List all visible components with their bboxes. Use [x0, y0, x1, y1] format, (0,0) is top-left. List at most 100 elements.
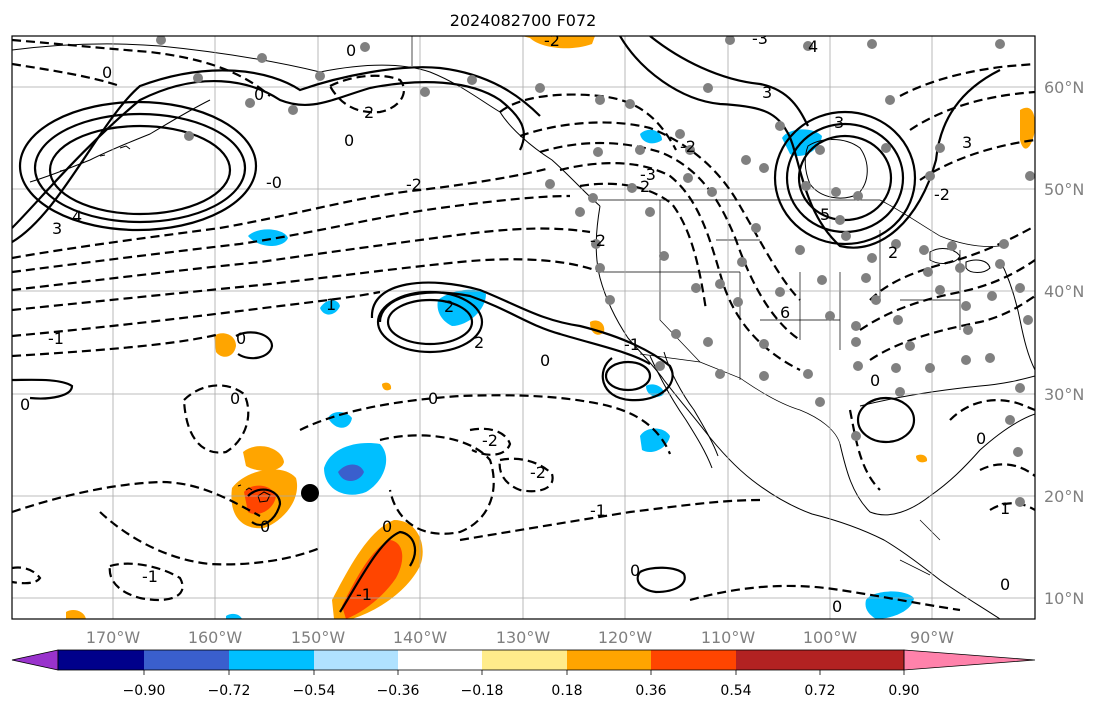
- contour-hawaii: [247, 488, 282, 526]
- contour-label: 3: [762, 83, 772, 102]
- colorbar-tick-label: 0.18: [551, 683, 582, 699]
- contour-north-pacific-2: [33, 112, 247, 224]
- colorbar-segment: [567, 650, 651, 670]
- contour-label: 0: [344, 131, 354, 150]
- contour-label: 0: [254, 85, 264, 104]
- contour-label: 0: [382, 517, 392, 536]
- shade-blue-6: [640, 428, 670, 453]
- contour-label: 0: [236, 329, 246, 348]
- dash-17: [919, 138, 1035, 181]
- dash-1: [12, 166, 551, 260]
- contour-label: 3: [52, 219, 62, 238]
- contour-label: 1: [1000, 499, 1010, 518]
- x-tick-label: 140°W: [393, 628, 448, 647]
- dash-34: [979, 463, 1035, 477]
- y-tick-label: 10°N: [1044, 589, 1084, 608]
- dash-18: [12, 38, 271, 97]
- contour-label: 0: [230, 389, 240, 408]
- contour-label: 2: [888, 243, 898, 262]
- contour-label: 3: [962, 133, 972, 152]
- dash-23: [12, 480, 261, 517]
- x-axis-labels: 170°W 160°W 150°W 140°W 130°W 120°W 110°…: [86, 628, 954, 647]
- contour-hudson-5: [649, 36, 809, 127]
- contour-label: -2: [934, 185, 950, 204]
- contour-subtropic-4: [378, 291, 651, 365]
- colorbar-segment: [229, 650, 314, 670]
- colorbar-tick-label: 0.72: [804, 683, 835, 699]
- dash-15: [899, 62, 1035, 97]
- contour-label: -2: [544, 31, 560, 50]
- shade-blue-2: [320, 300, 340, 315]
- x-tick-label: 150°W: [291, 628, 346, 647]
- gridlines: [12, 36, 1035, 619]
- dash-16: [909, 90, 1035, 131]
- colorbar-segment: [144, 650, 229, 670]
- dash-7: [519, 121, 801, 301]
- shade-red-2: [342, 540, 403, 619]
- shade-orange-9: [66, 610, 86, 619]
- dash-2: [12, 194, 571, 274]
- contour-label: -3: [752, 29, 768, 48]
- shade-orange-10: [916, 454, 928, 463]
- colorbar-segment: [398, 650, 482, 670]
- x-tick-label: 110°W: [701, 628, 756, 647]
- contour-label: -1: [356, 585, 372, 604]
- contour-label: -1: [590, 501, 606, 520]
- contour-label: 2: [474, 333, 484, 352]
- contour-label: 0: [428, 389, 438, 408]
- shade-orange-1: [522, 36, 595, 49]
- map-content: 0 0 2 0 -2 -0 3 4 -3 -2 3 3 4 -3 -2 5 3 …: [12, 29, 1035, 619]
- contour-label: 0: [630, 561, 640, 580]
- contour-label: 0: [540, 351, 550, 370]
- contour-label: -1: [624, 335, 640, 354]
- y-tick-label: 50°N: [1044, 180, 1084, 199]
- colorbar-tick-label: 0.54: [720, 683, 751, 699]
- contour-label: 0: [346, 41, 356, 60]
- contour-label: 0: [976, 429, 986, 448]
- x-tick-label: 170°W: [86, 628, 141, 647]
- colorbar-tick-label: −0.90: [123, 683, 166, 699]
- storm-marker: [301, 484, 319, 502]
- shade-orange-8: [1020, 107, 1035, 149]
- shade-blue-1: [248, 229, 288, 246]
- contour-label: 4: [808, 37, 818, 56]
- contour-label: -1: [48, 329, 64, 348]
- dash-21: [182, 384, 250, 454]
- dash-14: [869, 295, 1035, 361]
- contour-south-tropic: [339, 530, 417, 613]
- dash-25: [108, 562, 184, 602]
- shade-orange-7: [382, 382, 392, 391]
- dash-32: [848, 409, 881, 491]
- colorbar-segment: [651, 650, 736, 670]
- map-area: [12, 36, 1035, 619]
- dash-8: [539, 141, 801, 341]
- contour-subtropic-2: [386, 298, 474, 346]
- shade-orange-2: [243, 446, 284, 471]
- contour-label: 5: [820, 205, 830, 224]
- dashed-contours: [12, 38, 1035, 612]
- colorbar-extend-left: [11, 649, 59, 671]
- dash-5: [12, 290, 381, 338]
- colorbar-extend-right: [903, 649, 1036, 671]
- colorbar-segment: [58, 650, 144, 670]
- contour-label: 2: [364, 103, 374, 122]
- dash-6: [12, 332, 221, 358]
- y-tick-label: 20°N: [1044, 487, 1084, 506]
- colorbar-tick-label: −0.54: [293, 683, 336, 699]
- contour-label: 0: [20, 395, 30, 414]
- map-title: 2024082700 F072: [450, 11, 597, 30]
- dash-9: [559, 162, 801, 371]
- colorbar-tick-label: 0.36: [635, 683, 666, 699]
- contour-label: 0: [102, 63, 112, 82]
- contour-label: -3: [640, 165, 656, 184]
- contour-west-2: [12, 378, 74, 400]
- dash-30: [459, 498, 761, 542]
- map-frame: [11, 35, 1036, 620]
- x-tick-label: 120°W: [598, 628, 653, 647]
- colorbar-ticks: [143, 670, 905, 675]
- dash-4: [12, 258, 601, 312]
- contour-label: 0: [832, 597, 842, 616]
- dash-13: [859, 259, 1035, 331]
- contour-label: 2: [444, 297, 454, 316]
